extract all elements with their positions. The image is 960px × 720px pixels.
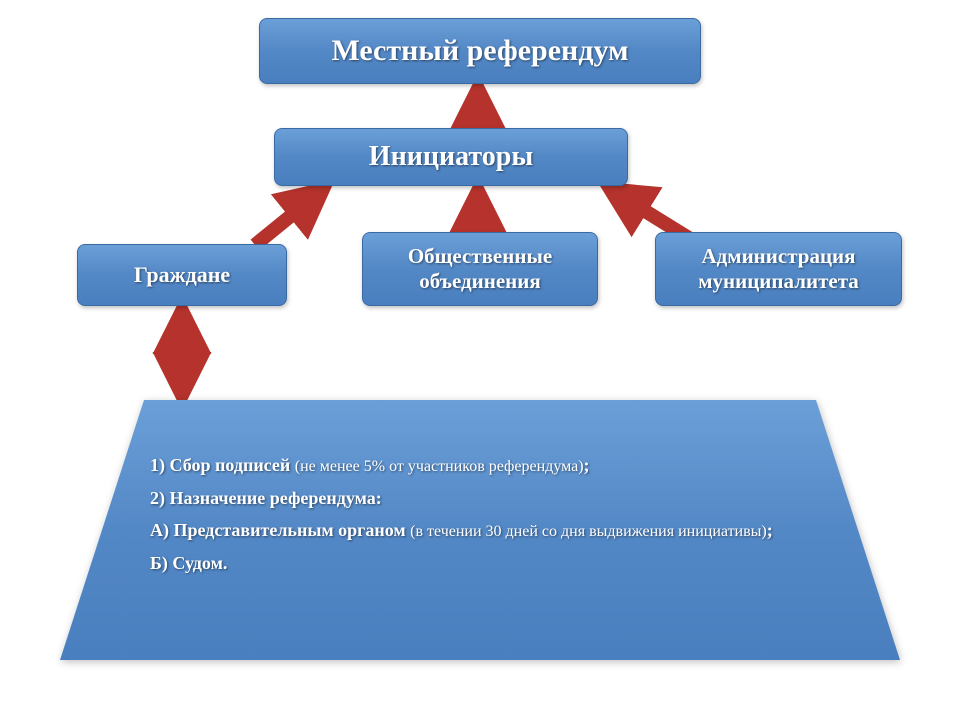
node-title: Местный референдум bbox=[259, 18, 701, 84]
trap-line-3: А) Представительным органом (в течении 3… bbox=[150, 515, 810, 546]
trap-line-2-bold: 2) Назначение референдума: bbox=[150, 488, 382, 508]
trap-line-4: Б) Судом. bbox=[150, 548, 810, 579]
trap-line-3-small: (в течении 30 дней со дня выдвижения ини… bbox=[410, 523, 767, 540]
trap-line-1-tail: ; bbox=[584, 455, 590, 475]
trap-line-3-bold: А) Представительным органом bbox=[150, 520, 410, 540]
node-associations: Общественные объединения bbox=[362, 232, 598, 306]
trap-line-1: 1) Сбор подписей (не менее 5% от участни… bbox=[150, 450, 810, 481]
trap-line-2: 2) Назначение референдума: bbox=[150, 483, 810, 514]
node-administration: Администрация муниципалитета bbox=[655, 232, 902, 306]
node-initiators: Инициаторы bbox=[274, 128, 628, 186]
trap-line-3-tail: ; bbox=[767, 520, 773, 540]
node-citizens: Граждане bbox=[77, 244, 287, 306]
trap-line-4-bold: Б) Судом. bbox=[150, 553, 227, 573]
trapezoid-container: 1) Сбор подписей (не менее 5% от участни… bbox=[60, 400, 900, 660]
trap-line-1-small: (не менее 5% от участников референдума) bbox=[295, 458, 584, 475]
trapezoid-content: 1) Сбор подписей (не менее 5% от участни… bbox=[60, 400, 900, 660]
trap-line-1-bold: 1) Сбор подписей bbox=[150, 455, 295, 475]
